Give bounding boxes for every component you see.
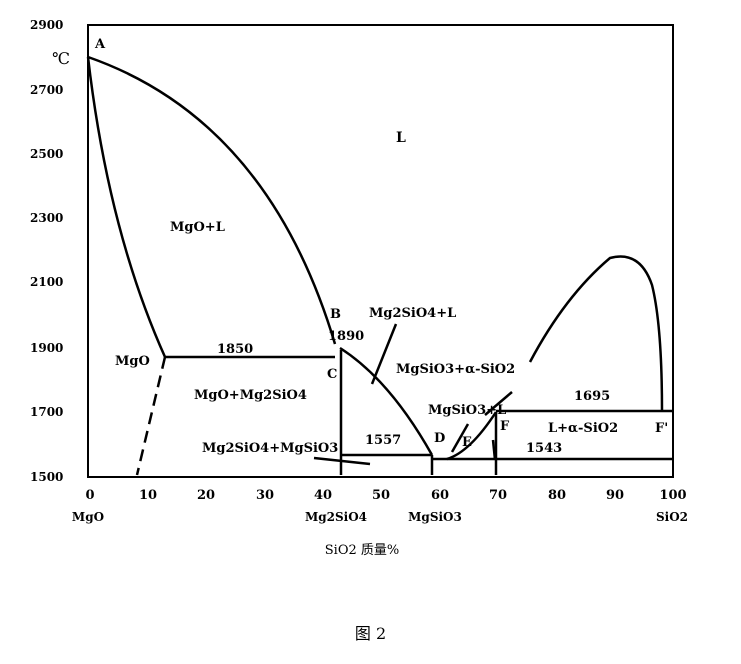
region-label: L+α-SiO2 bbox=[548, 421, 618, 436]
x-species-label: MgSiO3 bbox=[408, 510, 462, 524]
point-label: E bbox=[462, 435, 472, 450]
region-label: Mg2SiO4+L bbox=[369, 306, 456, 321]
region-label: MgSiO3+α-SiO2 bbox=[396, 362, 515, 377]
region-label: Mg2SiO4+MgSiO3 bbox=[202, 441, 338, 456]
point-label: F' bbox=[655, 421, 668, 436]
x-tick-label: 30 bbox=[256, 488, 274, 503]
leader-e bbox=[491, 439, 497, 461]
x-tick-label: 60 bbox=[431, 488, 449, 503]
liquidus-forsterite bbox=[339, 346, 434, 456]
x-species-label: MgO bbox=[72, 510, 104, 524]
point-label: C bbox=[327, 367, 337, 382]
y-tick-label: 1900 bbox=[30, 341, 63, 355]
solidus-mgo bbox=[86, 56, 167, 358]
region-label: MgSiO3+L bbox=[428, 403, 506, 418]
point-label: F bbox=[500, 419, 510, 434]
solvus-mgo bbox=[135, 356, 167, 476]
temperature-label: 1557 bbox=[365, 433, 401, 448]
x-axis-ticks: 0 10 20 30 40 50 60 70 80 90 100 bbox=[85, 488, 686, 503]
liquidus-mgo bbox=[87, 55, 337, 345]
leader-mg2sio4-l bbox=[370, 323, 398, 385]
temperature-label: 1543 bbox=[526, 441, 562, 456]
y-axis-unit: ℃ bbox=[52, 49, 70, 68]
liquidus-enstatite bbox=[446, 411, 498, 461]
region-label: MgO+L bbox=[170, 220, 225, 235]
x-tick-label: 80 bbox=[548, 488, 566, 503]
leader-mgsio3-l bbox=[450, 423, 470, 453]
y-axis-ticks: 2900 2700 2500 2300 2100 1900 1700 1500 bbox=[30, 18, 63, 484]
y-tick-label: 2500 bbox=[30, 147, 63, 161]
x-tick-label: 0 bbox=[85, 488, 94, 503]
figure-caption: 图 2 bbox=[354, 624, 387, 643]
x-tick-label: 100 bbox=[659, 488, 686, 503]
temperature-label: 1695 bbox=[574, 389, 610, 404]
point-label: B bbox=[330, 307, 341, 322]
point-label: A bbox=[94, 37, 106, 52]
x-tick-label: 90 bbox=[606, 488, 624, 503]
point-label: D bbox=[434, 431, 445, 446]
region-label: MgO+Mg2SiO4 bbox=[194, 388, 307, 403]
y-tick-label: 2300 bbox=[30, 211, 63, 225]
temperature-labels: 1850 1890 1557 1543 1695 bbox=[217, 329, 610, 456]
phase-boundaries bbox=[86, 55, 673, 476]
y-tick-label: 2700 bbox=[30, 83, 63, 97]
x-species-label: Mg2SiO4 bbox=[305, 510, 367, 524]
temperature-label: 1850 bbox=[217, 342, 253, 357]
region-labels: L MgO+L MgO MgO+Mg2SiO4 Mg2SiO4+L MgSiO3… bbox=[115, 130, 618, 456]
y-tick-label: 2100 bbox=[30, 275, 63, 289]
x-tick-label: 70 bbox=[489, 488, 507, 503]
x-axis-label: SiO2 质量% bbox=[325, 543, 399, 558]
y-tick-label: 1700 bbox=[30, 405, 63, 419]
temperature-label: 1890 bbox=[328, 329, 364, 344]
plot-frame bbox=[87, 24, 674, 478]
y-tick-label: 1500 bbox=[30, 470, 63, 484]
x-tick-label: 40 bbox=[314, 488, 332, 503]
immiscibility-dome bbox=[528, 255, 664, 412]
y-tick-label: 2900 bbox=[30, 18, 63, 32]
region-label: L bbox=[396, 130, 406, 146]
leader-lines bbox=[313, 323, 513, 466]
point-labels: A B C D E F F' bbox=[94, 37, 668, 450]
leader-mgsio3-sio2 bbox=[484, 391, 513, 416]
x-tick-label: 10 bbox=[139, 488, 157, 503]
x-axis-species: MgO Mg2SiO4 MgSiO3 SiO2 bbox=[72, 510, 688, 524]
x-species-label: SiO2 bbox=[656, 510, 688, 524]
x-tick-label: 20 bbox=[197, 488, 215, 503]
leader-opx-arrow bbox=[313, 456, 371, 466]
region-label: MgO bbox=[115, 354, 150, 369]
x-tick-label: 50 bbox=[372, 488, 390, 503]
